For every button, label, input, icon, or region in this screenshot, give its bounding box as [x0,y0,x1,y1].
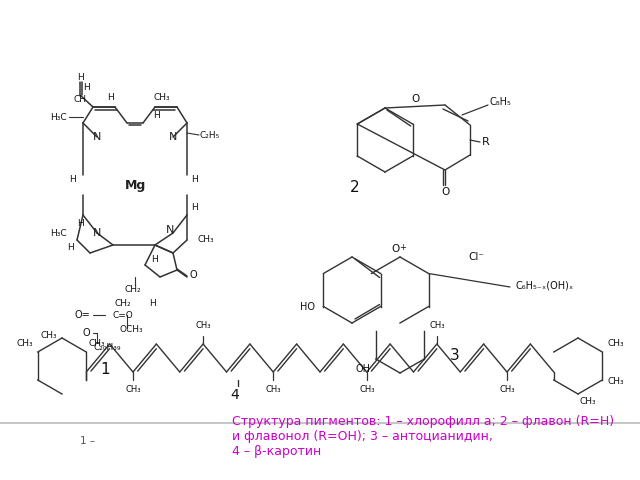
Text: O=: O= [74,310,90,320]
Text: CH₃: CH₃ [607,339,624,348]
Text: CH₃: CH₃ [580,397,596,407]
Text: CH₃: CH₃ [16,339,33,348]
Text: HO: HO [300,301,316,312]
Text: 3: 3 [450,348,460,362]
Text: C₂H₅: C₂H₅ [200,131,220,140]
Text: H: H [152,255,158,264]
Text: +: + [399,242,406,252]
Text: H: H [154,110,161,120]
Text: CH₃: CH₃ [88,339,105,348]
Text: O: O [411,94,419,104]
Text: C₆H₅₋ₓ(OH)ₓ: C₆H₅₋ₓ(OH)ₓ [515,280,573,290]
Text: Cl⁻: Cl⁻ [468,252,484,262]
Text: CH₃: CH₃ [499,385,515,395]
Text: OCH₃: OCH₃ [120,325,143,335]
Text: C=O: C=O [113,311,133,320]
Text: H₃C: H₃C [51,228,67,238]
Text: N: N [93,228,101,238]
Text: H: H [77,218,83,228]
Text: 2: 2 [350,180,360,195]
Text: CH₃: CH₃ [266,385,281,395]
Text: CH₃: CH₃ [359,385,374,395]
Text: N: N [169,132,177,142]
Text: H: H [150,299,156,308]
Text: CH₃: CH₃ [40,332,57,340]
Text: CH: CH [74,96,86,105]
Text: CH₂: CH₂ [115,299,131,308]
Text: CH₂: CH₂ [125,286,141,295]
Text: CH₃: CH₃ [153,93,170,101]
Text: CH₃: CH₃ [607,377,624,386]
Text: H: H [191,176,198,184]
Text: 4 – β-каротин: 4 – β-каротин [232,445,321,458]
Text: R: R [482,137,490,147]
Text: N: N [93,132,101,142]
Text: H: H [70,176,76,184]
Text: O: O [391,244,399,254]
Text: C₂₀H₃₉: C₂₀H₃₉ [93,343,121,351]
Text: H: H [67,242,74,252]
Text: H: H [191,203,198,212]
Text: O: O [189,270,197,280]
Text: H: H [107,93,113,101]
Text: Mg: Mg [124,179,146,192]
Text: 4: 4 [230,388,239,402]
Text: и флавонол (R=OH); 3 – антоцианидин,: и флавонол (R=OH); 3 – антоцианидин, [232,430,493,443]
Text: 1: 1 [100,362,110,377]
Text: H₃C: H₃C [51,112,67,121]
Text: H: H [77,73,83,83]
Text: CH₃: CH₃ [429,322,445,331]
Text: CH₃: CH₃ [125,385,141,395]
Text: 1 –: 1 – [80,436,95,446]
Text: CH₃: CH₃ [195,322,211,331]
Text: C₈H₅: C₈H₅ [490,97,512,107]
Text: Структура пигментов: 1 – хлорофилл а; 2 – флавон (R=H): Структура пигментов: 1 – хлорофилл а; 2 … [232,415,614,428]
Text: OH: OH [356,364,371,374]
Text: N: N [166,225,174,235]
Text: H: H [84,84,90,93]
Text: O: O [83,328,90,338]
Text: CH₃: CH₃ [197,236,214,244]
Text: O: O [441,187,449,197]
